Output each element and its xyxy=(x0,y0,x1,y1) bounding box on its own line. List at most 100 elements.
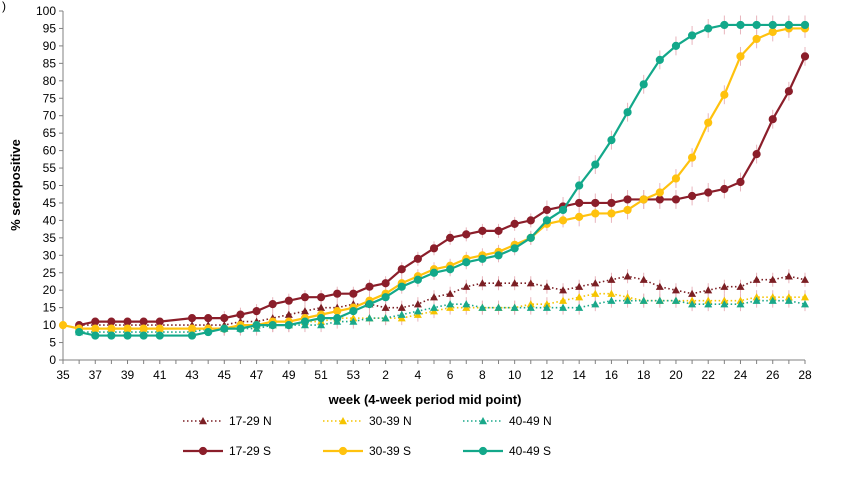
x-tick-label: 35 xyxy=(56,368,70,382)
y-tick-label: 90 xyxy=(43,39,57,53)
series-30-39-n xyxy=(75,289,809,332)
legend-item-17-29-n: 17-29 N xyxy=(183,414,272,428)
data-point-40-49-s xyxy=(284,321,293,330)
y-tick-label: 40 xyxy=(43,213,57,227)
y-tick-label: 45 xyxy=(43,196,57,210)
x-tick-label: 53 xyxy=(347,368,361,382)
data-point-30-39-s xyxy=(558,216,568,225)
data-point-30-39-s xyxy=(736,52,745,61)
data-point-30-39-s xyxy=(607,209,616,218)
data-point-40-49-n xyxy=(317,321,326,329)
data-point-17-29-n xyxy=(801,275,809,283)
data-point-30-39-s xyxy=(575,212,584,222)
data-point-30-39-s xyxy=(187,324,197,333)
legend-marker xyxy=(339,417,347,425)
data-point-40-49-s xyxy=(413,275,422,284)
data-point-17-29-s xyxy=(268,300,277,309)
x-tick-label: 20 xyxy=(669,368,683,382)
x-tick-label: 28 xyxy=(798,368,812,382)
data-point-40-49-n xyxy=(688,300,697,308)
data-point-40-49-s xyxy=(607,136,616,145)
series-40-49-s xyxy=(75,20,810,340)
data-point-40-49-s xyxy=(268,321,277,330)
data-point-40-49-s xyxy=(236,324,245,333)
data-point-17-29-s xyxy=(123,317,132,326)
data-point-40-49-s xyxy=(510,244,519,253)
data-point-17-29-n xyxy=(559,286,568,294)
data-point-17-29-n xyxy=(768,275,777,283)
data-point-40-49-s xyxy=(75,327,84,337)
legend: 17-29 N 30-39 N 40-49 N 17-29 S 30-39 S 40-49… xyxy=(183,414,552,458)
data-point-17-29-s xyxy=(591,198,600,208)
data-point-17-29-s xyxy=(494,226,503,235)
series-line-30-39-n xyxy=(79,292,805,330)
legend-marker xyxy=(478,446,488,456)
error-bars xyxy=(223,15,806,336)
series-layer xyxy=(58,20,810,340)
data-point-40-49-s xyxy=(187,331,197,340)
legend-label: 17-29 N xyxy=(229,414,272,428)
series-17-29-s xyxy=(75,52,810,330)
y-tick-label: 75 xyxy=(43,91,57,105)
data-point-40-49-n xyxy=(542,303,551,311)
data-point-40-49-s xyxy=(687,31,697,40)
data-point-40-49-s xyxy=(478,254,487,263)
data-point-17-29-n xyxy=(623,272,632,280)
data-point-40-49-n xyxy=(752,296,761,304)
data-point-17-29-n xyxy=(784,272,793,280)
data-point-30-39-s xyxy=(720,90,729,99)
legend-item-40-49-n: 40-49 N xyxy=(463,414,552,428)
data-point-40-49-n xyxy=(526,303,535,311)
x-tick-label: 22 xyxy=(702,368,716,382)
data-point-40-49-s xyxy=(107,331,116,340)
x-tick-label: 18 xyxy=(637,368,651,382)
data-point-17-29-n xyxy=(494,279,503,287)
data-point-40-49-n xyxy=(639,296,648,304)
x-tick-label: 49 xyxy=(282,368,296,382)
data-point-17-29-s xyxy=(462,230,471,239)
legend-marker xyxy=(338,446,348,456)
data-point-40-49-s xyxy=(526,233,535,242)
data-point-17-29-n xyxy=(542,282,551,290)
data-point-17-29-n xyxy=(446,289,455,297)
data-point-40-49-n xyxy=(801,300,809,308)
data-point-40-49-s xyxy=(349,307,358,316)
data-point-17-29-s xyxy=(139,317,148,326)
data-point-30-39-s xyxy=(91,324,100,333)
data-point-17-29-s xyxy=(91,317,100,326)
data-point-17-29-n xyxy=(413,300,422,308)
data-point-40-49-s xyxy=(462,258,471,267)
data-point-17-29-s xyxy=(365,282,374,291)
data-point-17-29-s xyxy=(671,195,681,204)
data-point-17-29-n xyxy=(317,303,326,311)
data-point-40-49-n xyxy=(671,296,680,304)
data-point-17-29-s xyxy=(429,244,439,253)
data-point-17-29-s xyxy=(800,52,810,61)
y-tick-label: 95 xyxy=(43,21,57,35)
data-point-17-29-s xyxy=(623,195,632,204)
x-tick-label: 12 xyxy=(540,368,554,382)
data-point-40-49-s xyxy=(494,251,503,260)
data-point-40-49-n xyxy=(720,300,729,308)
data-point-40-49-s xyxy=(446,265,455,274)
y-tick-label: 85 xyxy=(43,56,57,70)
data-point-17-29-s xyxy=(575,198,584,208)
y-tick-label: 0 xyxy=(49,353,56,367)
legend-marker xyxy=(479,417,487,425)
data-point-17-29-s xyxy=(236,310,245,319)
data-point-17-29-s xyxy=(478,226,487,235)
data-point-40-49-s xyxy=(220,324,229,333)
series-line-40-49-n xyxy=(79,299,806,333)
y-tick-label: 10 xyxy=(43,318,57,332)
data-point-30-39-s xyxy=(107,324,116,333)
x-tick-label: 16 xyxy=(605,368,619,382)
x-tick-label: 2 xyxy=(382,368,389,382)
x-tick-label: 4 xyxy=(415,368,422,382)
data-point-40-49-n xyxy=(510,303,519,311)
legend-label: 17-29 S xyxy=(229,444,271,458)
data-point-40-49-s xyxy=(575,181,584,190)
data-point-17-29-s xyxy=(107,317,116,326)
data-point-30-39-n xyxy=(607,289,616,297)
data-point-30-39-n xyxy=(559,296,568,304)
data-point-30-39-s xyxy=(333,307,342,316)
